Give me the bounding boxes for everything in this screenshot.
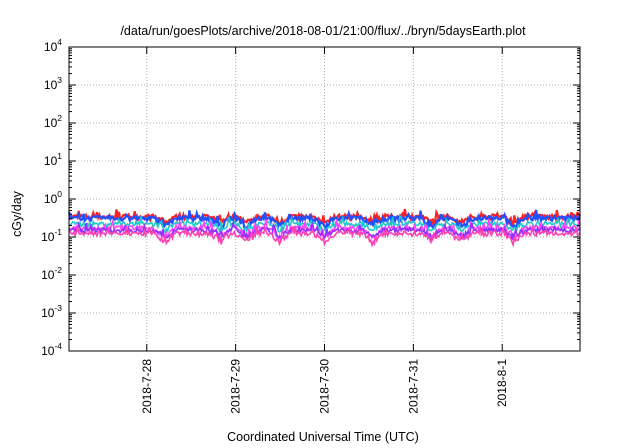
- x-axis: 2018-7-28 2018-7-29 2018-7-30 2018-7-31 2018…: [140, 47, 509, 414]
- x-tick-label: 2018-8-1: [495, 359, 509, 407]
- x-tick-label: 2018-7-29: [229, 359, 243, 414]
- grid: [69, 47, 580, 351]
- series-layer: [67, 208, 582, 248]
- y-tick-label: 10-1: [41, 227, 62, 244]
- chart-title: /data/run/goesPlots/archive/2018-08-01/2…: [120, 24, 526, 38]
- x-axis-label: Coordinated Universal Time (UTC): [227, 430, 419, 444]
- x-tick-label: 2018-7-30: [318, 359, 332, 414]
- series-line-2: [67, 209, 582, 234]
- y-tick-label: 103: [44, 75, 62, 92]
- y-tick-label: 104: [44, 37, 62, 54]
- y-axis: 10-4 10-3 10-2 10-1 100 101 102 103 104: [41, 37, 580, 358]
- y-tick-label: 10-2: [41, 265, 62, 282]
- x-tick-label: 2018-7-28: [140, 359, 154, 414]
- y-tick-label: 10-4: [41, 341, 62, 358]
- y-tick-label: 10-3: [41, 303, 62, 320]
- y-tick-label: 102: [44, 113, 62, 130]
- series-line-6: [68, 224, 581, 248]
- x-tick-label: 2018-7-31: [406, 359, 420, 414]
- y-tick-label: 101: [44, 151, 62, 168]
- y-tick-label: 100: [44, 189, 62, 206]
- series-line-3: [68, 214, 581, 235]
- y-axis-label: cGy/day: [10, 190, 24, 237]
